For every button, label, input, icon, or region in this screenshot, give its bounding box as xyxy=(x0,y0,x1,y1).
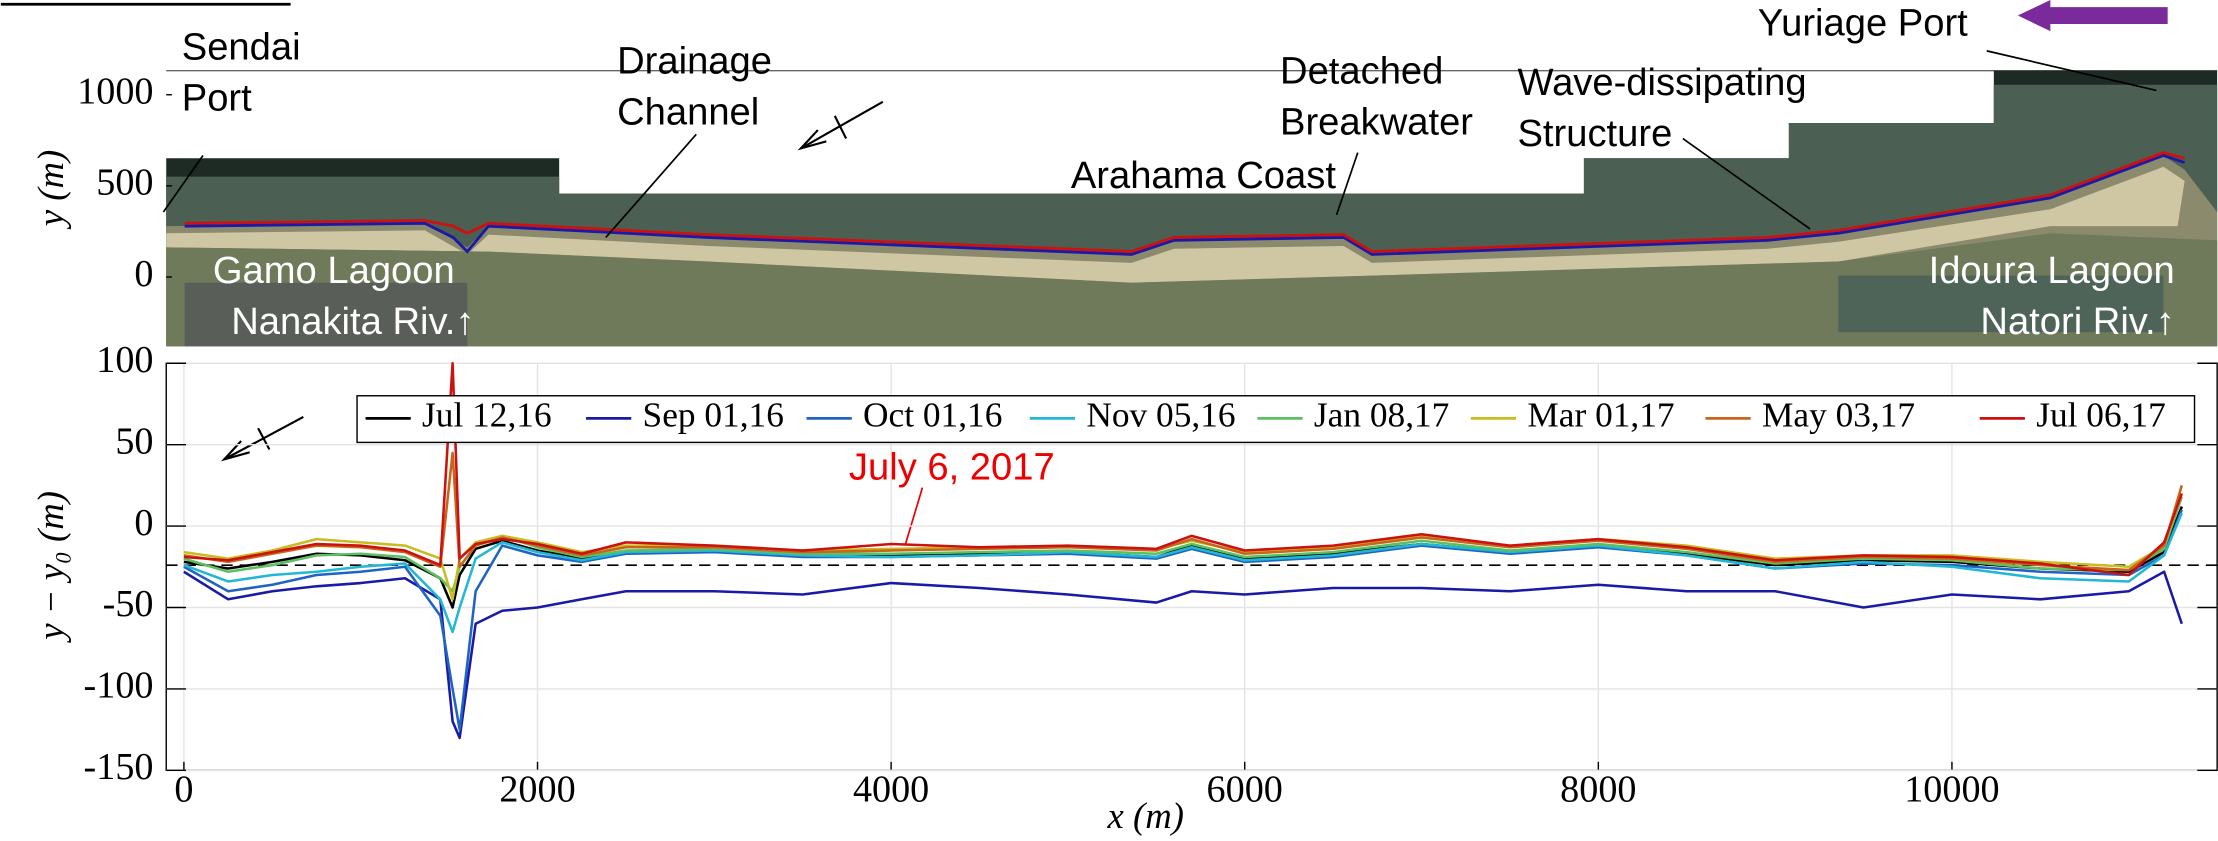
legend-label: Mar 01,17 xyxy=(1527,395,1674,434)
legend-label: Nov 05,16 xyxy=(1086,395,1235,434)
x-tick-label: 0 xyxy=(174,769,193,811)
series-line xyxy=(184,572,2182,738)
x-tick-label: 2000 xyxy=(499,769,575,811)
legend-label: Jan 08,17 xyxy=(1314,395,1449,434)
map-annotation: Natori Riv.↑ xyxy=(1980,300,2174,343)
map-annotation: Arahama Coast xyxy=(1071,154,1336,197)
x-tick-label: 10000 xyxy=(1904,769,1999,811)
x-tick-label: 4000 xyxy=(853,769,929,811)
legend-label: Jul 12,16 xyxy=(422,395,552,434)
legend-label: Jul 06,17 xyxy=(2036,395,2166,434)
direction-arrow xyxy=(2018,0,2168,31)
figure: Jul 12,16 Sep 01,16 Oct 01,16 Nov 05,16 Jan … xyxy=(0,0,2218,841)
x-tick-label: 6000 xyxy=(1207,769,1283,811)
y-tick-label: 100 xyxy=(96,339,153,381)
y-tick-label: -50 xyxy=(103,583,154,625)
annotation-pointer xyxy=(905,488,922,545)
map-annotation: Nanakita Riv.↑ xyxy=(231,300,474,343)
y-axis-label: y (m) xyxy=(30,150,71,230)
x-tick-label: 8000 xyxy=(1560,769,1636,811)
map-annotation: Sendai xyxy=(182,26,301,69)
y-axis-label: y − y₀ (m) xyxy=(30,491,71,644)
y-tick-label: 0 xyxy=(134,502,153,544)
y-tick-label: -150 xyxy=(84,746,154,788)
map-annotation: Detached xyxy=(1280,50,1443,93)
y-tick-label: 50 xyxy=(115,420,153,462)
y-tick-label: 1000 xyxy=(77,70,153,112)
map-annotation: Structure xyxy=(1517,112,1672,155)
y-tick-label: 500 xyxy=(96,162,153,204)
map-annotation: Drainage xyxy=(617,40,772,83)
x-axis-label: x (m) xyxy=(1107,795,1184,836)
map-annotation: Breakwater xyxy=(1280,100,1473,143)
map-annotation: Wave-dissipating xyxy=(1517,61,1806,104)
map-annotation: Yuriage Port xyxy=(1758,2,1968,45)
legend-label: Sep 01,16 xyxy=(643,395,784,434)
annotation: July 6, 2017 xyxy=(849,445,1055,488)
legend-label: Oct 01,16 xyxy=(863,395,1002,434)
map-annotation: Gamo Lagoon xyxy=(213,249,455,292)
map-annotation: Port xyxy=(182,76,252,119)
series-line xyxy=(184,513,2182,632)
y-tick-label: 0 xyxy=(134,253,153,295)
map-annotation: Idoura Lagoon xyxy=(1929,249,2175,292)
y-tick-label: -100 xyxy=(84,665,154,707)
map-annotation: Channel xyxy=(617,91,759,134)
legend-label: May 03,17 xyxy=(1762,395,1915,434)
